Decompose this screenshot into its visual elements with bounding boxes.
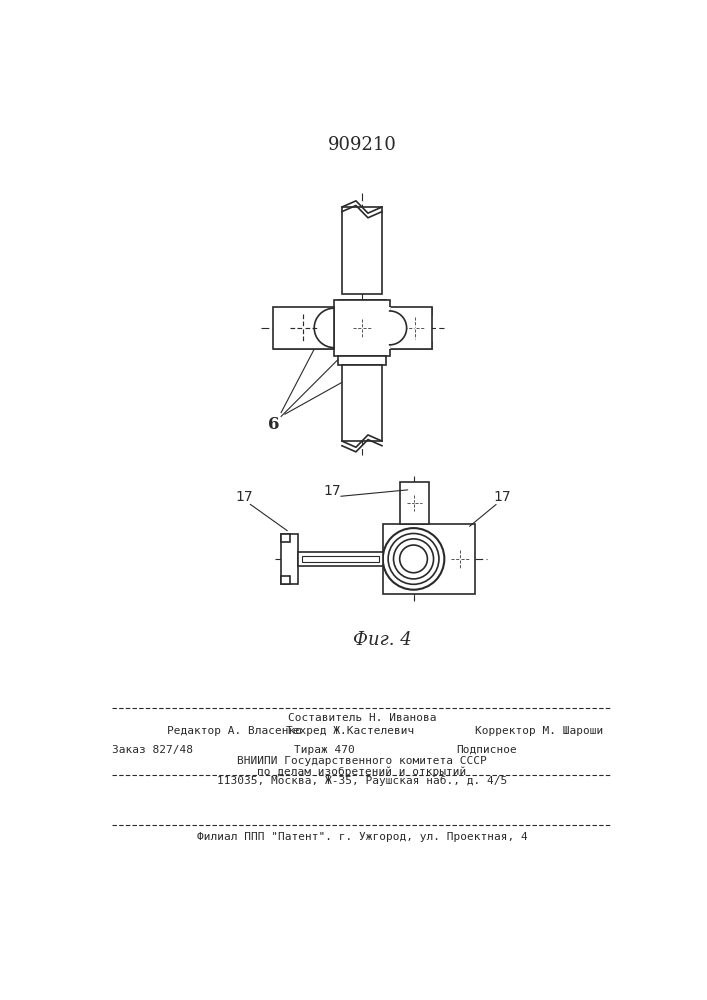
Text: 909210: 909210 (327, 136, 397, 154)
Text: 17: 17 (235, 490, 253, 504)
Text: ВНИИПИ Государственного комитета СССР: ВНИИПИ Государственного комитета СССР (237, 756, 487, 766)
Bar (302, 556, 379, 562)
Bar (334, 300, 390, 356)
Bar (281, 576, 291, 584)
Text: 6: 6 (268, 416, 279, 433)
Bar (281, 534, 291, 542)
Text: Филиал ППП "Патент". г. Ужгород, ул. Проектная, 4: Филиал ППП "Патент". г. Ужгород, ул. Про… (197, 832, 527, 842)
Text: Корректор М. Шароши: Корректор М. Шароши (475, 726, 603, 736)
Text: Редактор А. Власенко: Редактор А. Власенко (167, 726, 302, 736)
Bar (281, 534, 298, 584)
Bar (338, 356, 386, 365)
Text: Составитель Н. Иванова: Составитель Н. Иванова (288, 713, 436, 723)
Bar (399, 482, 429, 524)
Text: Фиг. 4: Фиг. 4 (354, 631, 412, 649)
Bar (390, 341, 432, 349)
Bar (298, 552, 382, 566)
Bar (342, 365, 382, 441)
Bar (338, 300, 386, 309)
Bar (273, 307, 334, 315)
Text: Техред Ж.Кастелевич: Техред Ж.Кастелевич (286, 726, 415, 736)
Bar (390, 307, 432, 315)
Text: 17: 17 (493, 490, 511, 504)
Polygon shape (390, 307, 407, 349)
Bar (390, 307, 432, 349)
Bar (273, 307, 334, 349)
Text: по делам изобретений и открытий: по делам изобретений и открытий (257, 766, 467, 777)
Text: Подписное: Подписное (456, 745, 517, 755)
Text: Тираж 470: Тираж 470 (294, 745, 355, 755)
Bar (273, 341, 334, 349)
Text: Заказ 827/48: Заказ 827/48 (112, 745, 193, 755)
Text: 17: 17 (324, 484, 341, 498)
Bar (342, 207, 382, 294)
Bar (382, 524, 475, 594)
Text: 113035, Москва, Ж-35, Раушская наб., д. 4/5: 113035, Москва, Ж-35, Раушская наб., д. … (217, 776, 507, 786)
